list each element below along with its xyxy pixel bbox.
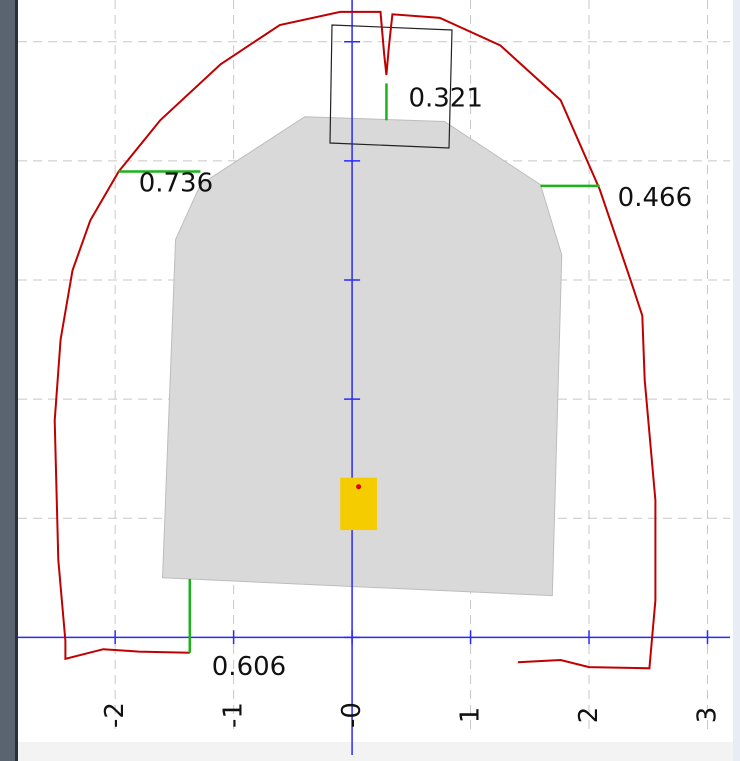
bottom-bar <box>18 742 733 761</box>
chart: -2 -1 -0 1 2 3 0.321 0.736 0.466 0.606 <box>0 0 740 761</box>
clearance-label: 0.606 <box>212 652 286 682</box>
scrollbar[interactable] <box>733 0 740 761</box>
x-tick-label: 3 <box>692 707 722 724</box>
x-tick-label: -2 <box>100 702 130 728</box>
vehicle-center <box>356 484 361 489</box>
clearance-label: 0.466 <box>618 183 692 213</box>
x-tick-label: 2 <box>574 707 604 724</box>
left-border <box>15 0 18 761</box>
clearance-label: 0.321 <box>408 83 482 113</box>
x-tick-label: -1 <box>219 702 249 728</box>
x-tick-label: 1 <box>456 707 486 724</box>
x-tick-label: -0 <box>337 702 367 728</box>
clearance-label: 0.736 <box>139 169 213 199</box>
plot: -2 -1 -0 1 2 3 0.321 0.736 0.466 0.606 <box>18 0 730 755</box>
left-edge <box>0 0 15 761</box>
